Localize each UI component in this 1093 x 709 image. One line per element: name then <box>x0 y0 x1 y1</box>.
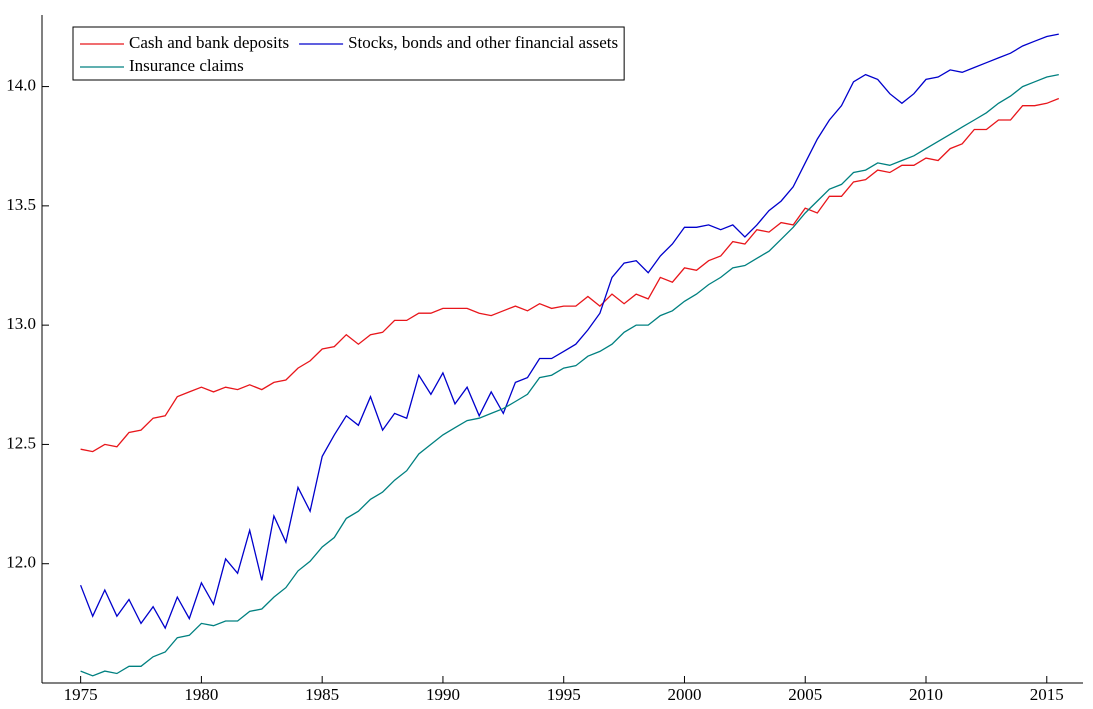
x-tick-label: 2015 <box>1030 685 1064 704</box>
series-line <box>80 97 1060 453</box>
legend-label: Stocks, bonds and other financial assets <box>348 33 618 52</box>
y-tick-label: 13.5 <box>6 195 36 214</box>
x-tick-label: 1990 <box>426 685 460 704</box>
y-tick-label: 12.0 <box>6 553 36 572</box>
x-tick-label: 1995 <box>547 685 581 704</box>
series-line <box>79 33 1059 630</box>
y-tick-label: 13.0 <box>6 314 36 333</box>
legend-label: Insurance claims <box>129 56 244 75</box>
x-tick-label: 1975 <box>64 685 98 704</box>
y-tick-label: 12.5 <box>6 433 36 452</box>
legend-label: Cash and bank deposits <box>129 33 289 52</box>
y-tick-label: 14.0 <box>6 75 36 94</box>
x-tick-label: 2010 <box>909 685 943 704</box>
x-tick-label: 1980 <box>184 685 218 704</box>
series-line <box>80 73 1059 677</box>
x-tick-label: 2000 <box>667 685 701 704</box>
legend-box <box>72 26 625 81</box>
x-tick-label: 2005 <box>788 685 822 704</box>
x-tick-label: 1985 <box>305 685 339 704</box>
